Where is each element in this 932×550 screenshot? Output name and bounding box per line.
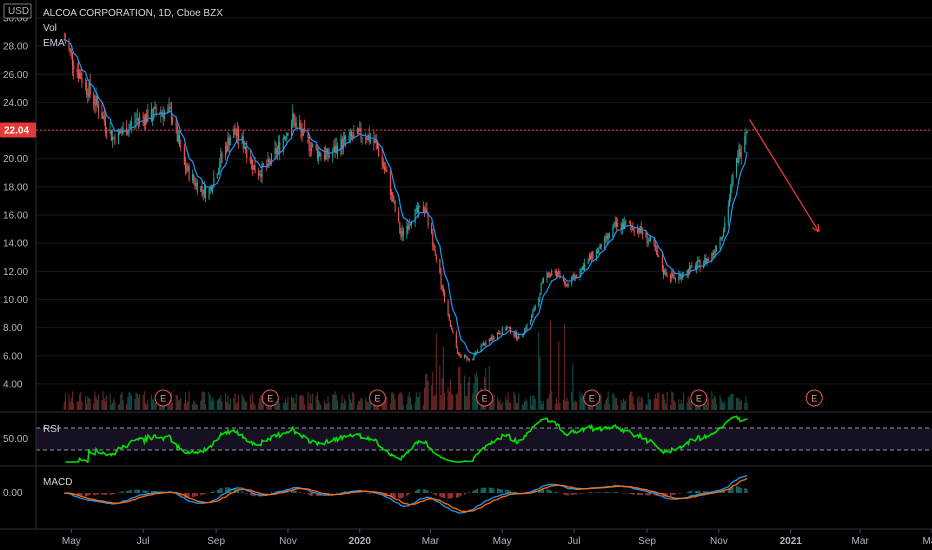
- time-axis[interactable]: May Jul Sep Nov 2020 Mar May Jul Sep Nov 2021 Mar Ma…: [62, 529, 932, 547]
- time-tick-label: Jul: [568, 536, 581, 547]
- earnings-marker-label: E: [811, 394, 817, 404]
- macd-axis-tick: 0.00: [3, 488, 23, 499]
- price-tick-label: 18.00: [3, 182, 28, 193]
- earnings-marker[interactable]: [476, 389, 494, 407]
- price-tick-label: 8.00: [3, 323, 23, 334]
- arrow-head: [817, 223, 820, 232]
- svg-text:22.04: 22.04: [4, 126, 29, 137]
- earnings-marker-label: E: [160, 394, 166, 404]
- macd-signal-line: [64, 477, 748, 513]
- earnings-marker-label: E: [696, 394, 702, 404]
- price-tick-label: 24.00: [3, 98, 28, 109]
- currency-badge[interactable]: USD: [3, 3, 32, 19]
- price-tick-label: 26.00: [3, 70, 28, 81]
- indicator-ema-label: EMA: [43, 38, 65, 49]
- indicator-vol-label: Vol: [43, 23, 57, 34]
- rsi-label: RSI: [43, 424, 60, 435]
- time-tick-label: Nov: [710, 536, 728, 547]
- price-tick-label: 20.00: [3, 154, 28, 165]
- earnings-marker[interactable]: [154, 389, 172, 407]
- time-tick-label: 2021: [780, 536, 803, 547]
- macd-pane[interactable]: [64, 474, 748, 514]
- earnings-marker-label: E: [589, 394, 595, 404]
- arrow-head: [811, 227, 820, 233]
- earnings-marker[interactable]: [261, 389, 279, 407]
- time-tick-label: Sep: [638, 536, 656, 547]
- earnings-marker-label: E: [482, 394, 488, 404]
- time-tick-label: Mar: [852, 536, 870, 547]
- time-tick-label: Jul: [137, 536, 150, 547]
- rsi-pane[interactable]: [36, 415, 932, 464]
- earnings-marker-label: E: [374, 394, 380, 404]
- earnings-marker[interactable]: [805, 389, 823, 407]
- last-price-tag: 22.04: [0, 122, 36, 138]
- price-candles[interactable]: [63, 32, 748, 362]
- macd-label: MACD: [43, 477, 72, 488]
- earnings-marker-label: E: [267, 394, 273, 404]
- time-tick-label: May: [62, 536, 81, 547]
- time-tick-label: Sep: [207, 536, 225, 547]
- price-tick-label: 4.00: [3, 379, 23, 390]
- price-tick-label: 16.00: [3, 211, 28, 222]
- rsi-line: [65, 415, 748, 464]
- currency-label: USD: [8, 6, 29, 17]
- chart-title: ALCOA CORPORATION, 1D, Cboe BZX: [43, 8, 223, 19]
- price-tick-label: 12.00: [3, 267, 28, 278]
- time-tick-label: May: [493, 536, 512, 547]
- time-tick-label: Mar: [422, 536, 440, 547]
- price-tick-label: 28.00: [3, 42, 28, 53]
- time-tick-label: May: [923, 536, 932, 547]
- rsi-axis-tick: 50.00: [3, 434, 28, 445]
- price-tick-label: 30.00: [3, 14, 28, 25]
- projection-arrow[interactable]: [748, 118, 820, 233]
- macd-line: [64, 474, 748, 514]
- arrow-shaft: [748, 118, 820, 233]
- time-tick-label: 2020: [349, 536, 372, 547]
- time-tick-label: Nov: [279, 536, 297, 547]
- earnings-marker[interactable]: [583, 389, 601, 407]
- ema-line: [63, 38, 748, 355]
- price-tick-label: 14.00: [3, 239, 28, 250]
- price-tick-label: 6.00: [3, 351, 23, 362]
- earnings-marker[interactable]: [690, 389, 708, 407]
- earnings-marker[interactable]: [368, 389, 386, 407]
- price-tick-label: 10.00: [3, 295, 28, 306]
